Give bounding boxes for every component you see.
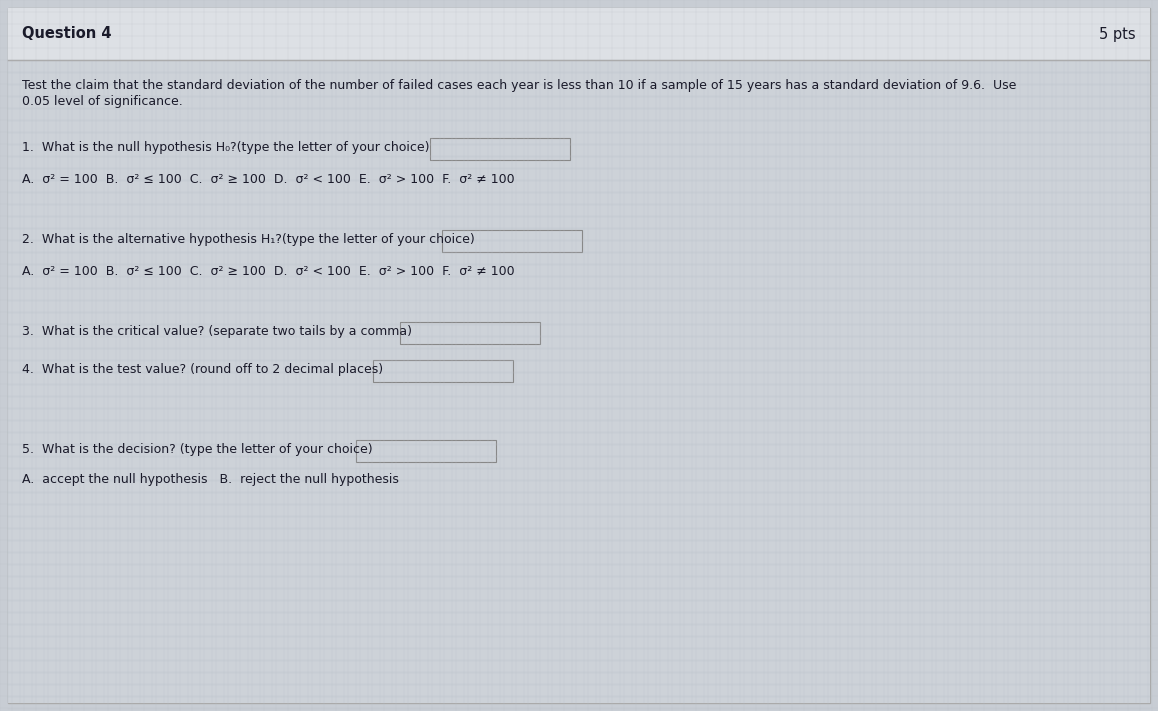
Text: 5 pts: 5 pts (1099, 26, 1136, 41)
FancyBboxPatch shape (442, 230, 582, 252)
Text: A.  σ² = 100  B.  σ² ≤ 100  C.  σ² ≥ 100  D.  σ² < 100  E.  σ² > 100  F.  σ² ≠ 1: A. σ² = 100 B. σ² ≤ 100 C. σ² ≥ 100 D. σ… (22, 265, 514, 278)
Text: 0.05 level of significance.: 0.05 level of significance. (22, 95, 183, 108)
FancyBboxPatch shape (400, 322, 540, 344)
Text: A.  σ² = 100  B.  σ² ≤ 100  C.  σ² ≥ 100  D.  σ² < 100  E.  σ² > 100  F.  σ² ≠ 1: A. σ² = 100 B. σ² ≤ 100 C. σ² ≥ 100 D. σ… (22, 173, 514, 186)
Text: A.  accept the null hypothesis   B.  reject the null hypothesis: A. accept the null hypothesis B. reject … (22, 473, 398, 486)
FancyBboxPatch shape (430, 138, 570, 160)
Text: 2.  What is the alternative hypothesis H₁?(type the letter of your choice): 2. What is the alternative hypothesis H₁… (22, 233, 475, 246)
FancyBboxPatch shape (373, 360, 513, 382)
Text: 3.  What is the critical value? (separate two tails by a comma): 3. What is the critical value? (separate… (22, 325, 412, 338)
Text: 4.  What is the test value? (round off to 2 decimal places): 4. What is the test value? (round off to… (22, 363, 383, 376)
Text: Question 4: Question 4 (22, 26, 111, 41)
Text: Test the claim that the standard deviation of the number of failed cases each ye: Test the claim that the standard deviati… (22, 79, 1017, 92)
Text: 1.  What is the null hypothesis H₀?(type the letter of your choice): 1. What is the null hypothesis H₀?(type … (22, 141, 430, 154)
FancyBboxPatch shape (8, 61, 1150, 703)
Text: 5.  What is the decision? (type the letter of your choice): 5. What is the decision? (type the lette… (22, 443, 373, 456)
FancyBboxPatch shape (356, 440, 496, 462)
FancyBboxPatch shape (8, 8, 1150, 60)
